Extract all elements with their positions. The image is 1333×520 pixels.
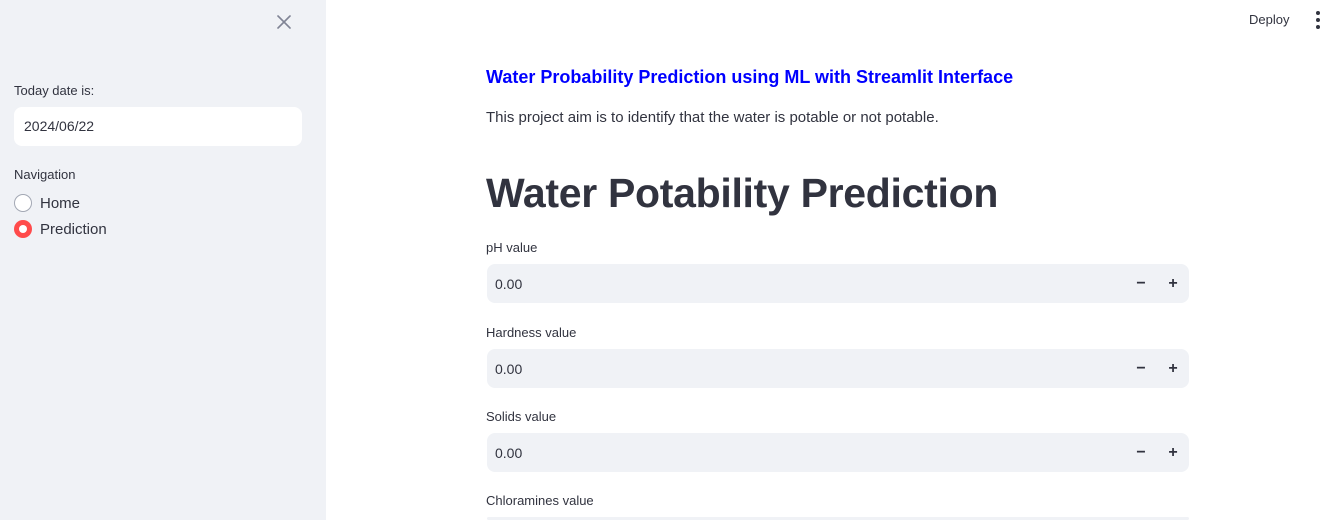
vertical-ellipsis-icon bbox=[1316, 25, 1320, 29]
main-menu-button[interactable] bbox=[1312, 11, 1324, 29]
page-title: Water Potability Prediction bbox=[486, 170, 999, 216]
nav-radio-label: Prediction bbox=[40, 220, 107, 238]
field-label-chloramines: Chloramines value bbox=[486, 493, 594, 508]
hardness-decrement-button[interactable]: − bbox=[1136, 359, 1146, 377]
deploy-button[interactable]: Deploy bbox=[1249, 12, 1290, 27]
nav-radio-label: Home bbox=[40, 194, 81, 212]
hardness-number-input: − + bbox=[487, 349, 1189, 388]
field-label-ph: pH value bbox=[486, 240, 538, 255]
chloramines-number-input[interactable] bbox=[487, 517, 1189, 520]
field-label-hardness: Hardness value bbox=[486, 325, 577, 340]
field-label-solids: Solids value bbox=[486, 409, 557, 424]
solids-decrement-button[interactable]: − bbox=[1136, 443, 1146, 461]
description: This project aim is to identify that the… bbox=[486, 109, 939, 126]
vertical-ellipsis-icon bbox=[1316, 11, 1320, 15]
sidebar: Today date is: Navigation Home Predictio… bbox=[0, 0, 326, 520]
navigation-label: Navigation bbox=[14, 167, 76, 182]
nav-radio-prediction[interactable]: Prediction bbox=[14, 220, 107, 238]
solids-input[interactable] bbox=[487, 433, 1107, 472]
solids-number-input: − + bbox=[487, 433, 1189, 472]
ph-decrement-button[interactable]: − bbox=[1136, 274, 1146, 292]
nav-radio-home[interactable]: Home bbox=[14, 194, 80, 212]
hardness-input[interactable] bbox=[487, 349, 1107, 388]
subtitle: Water Probability Prediction using ML wi… bbox=[486, 67, 1014, 87]
ph-input[interactable] bbox=[487, 264, 1107, 303]
close-icon bbox=[277, 15, 291, 29]
date-input[interactable] bbox=[14, 107, 302, 146]
sidebar-close-button[interactable] bbox=[274, 12, 294, 32]
radio-unchecked-icon bbox=[14, 194, 32, 212]
ph-increment-button[interactable]: + bbox=[1168, 274, 1178, 292]
hardness-increment-button[interactable]: + bbox=[1168, 359, 1178, 377]
solids-increment-button[interactable]: + bbox=[1168, 443, 1178, 461]
radio-checked-icon bbox=[14, 220, 32, 238]
ph-number-input: − + bbox=[487, 264, 1189, 303]
date-label: Today date is: bbox=[14, 83, 95, 98]
vertical-ellipsis-icon bbox=[1316, 18, 1320, 22]
